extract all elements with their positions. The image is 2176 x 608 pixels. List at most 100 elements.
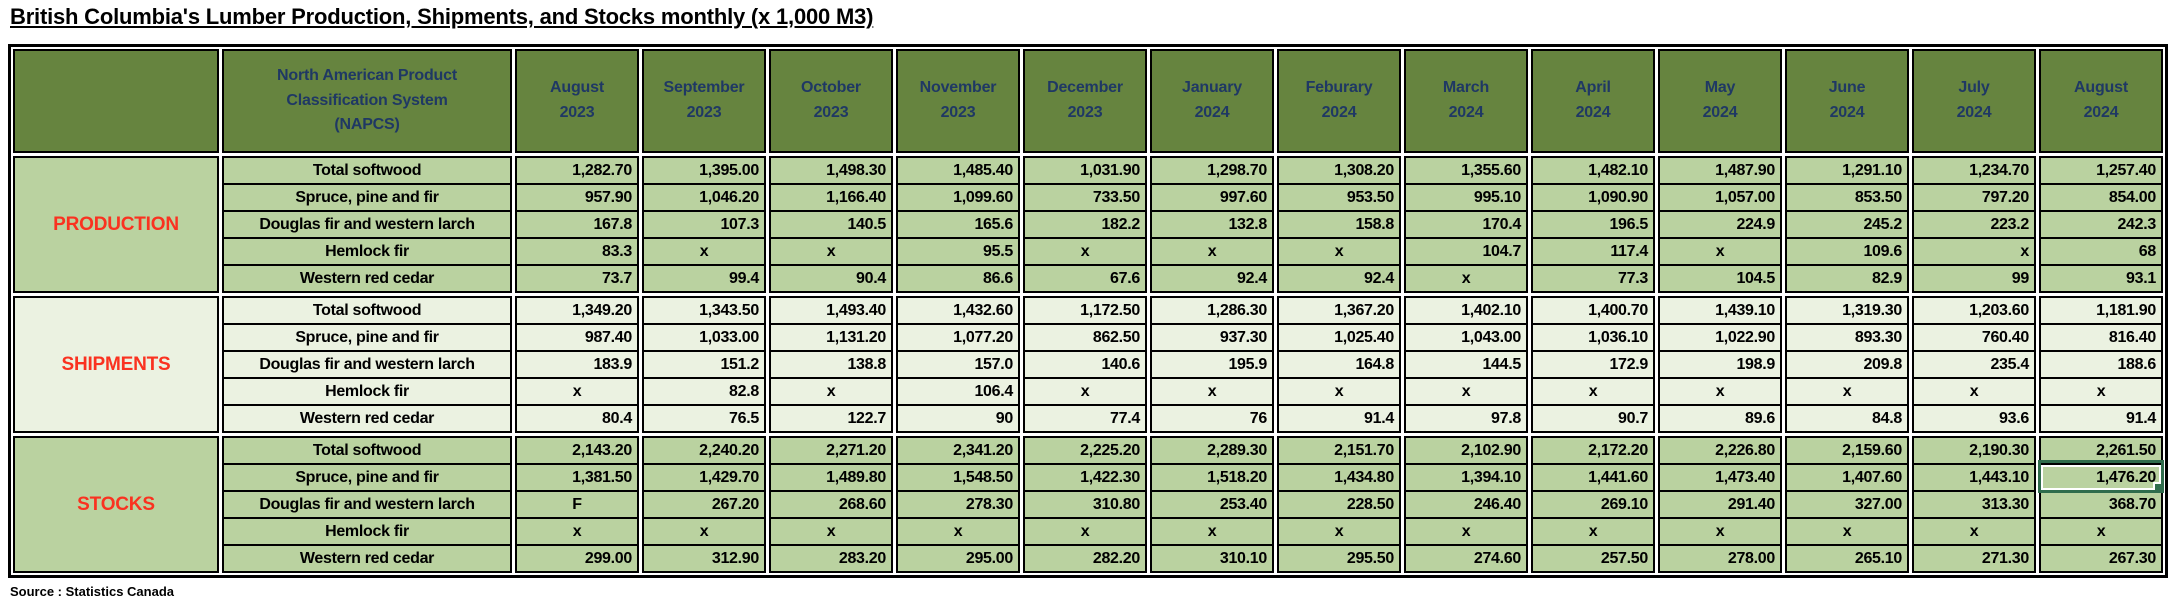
month-header-cell[interactable]: August 2024 xyxy=(2039,49,2163,153)
table-cell[interactable]: 164.8 xyxy=(1279,350,1399,377)
table-cell[interactable]: x xyxy=(1914,517,2034,544)
table-cell[interactable]: x xyxy=(2041,377,2161,404)
table-cell[interactable]: 267.20 xyxy=(644,490,764,517)
table-cell[interactable]: 257.50 xyxy=(1533,544,1653,571)
table-cell[interactable]: 295.50 xyxy=(1279,544,1399,571)
table-cell[interactable]: 1,434.80 xyxy=(1279,463,1399,490)
table-cell[interactable]: 2,225.20 xyxy=(1080,441,1140,459)
month-header-cell[interactable]: March 2024 xyxy=(1404,49,1528,153)
table-cell[interactable]: 1,099.60 xyxy=(898,183,1018,210)
month-header-cell[interactable]: June 2024 xyxy=(1785,49,1909,153)
month-header-cell[interactable]: July 2024 xyxy=(1912,49,2036,153)
table-cell[interactable]: 165.6 xyxy=(898,210,1018,237)
table-cell[interactable]: 957.90 xyxy=(517,183,637,210)
table-cell[interactable]: 77.4 xyxy=(1025,404,1145,431)
section-label-cell[interactable]: STOCKS xyxy=(13,436,219,573)
table-cell[interactable]: 196.5 xyxy=(1533,210,1653,237)
table-cell[interactable]: 797.20 xyxy=(1914,183,2034,210)
table-cell[interactable]: 1,498.30 xyxy=(826,161,886,179)
month-header-cell[interactable]: November 2023 xyxy=(896,49,1020,153)
table-cell[interactable]: 157.0 xyxy=(898,350,1018,377)
table-cell[interactable]: 1,548.50 xyxy=(898,463,1018,490)
row-label-cell[interactable]: Western red cedar xyxy=(224,544,510,571)
table-cell[interactable]: 2,172.20 xyxy=(1588,441,1648,459)
table-cell[interactable]: F xyxy=(517,490,637,517)
table-cell[interactable]: 1,033.00 xyxy=(644,323,764,350)
table-cell[interactable]: 1,429.70 xyxy=(644,463,764,490)
table-cell[interactable]: 117.4 xyxy=(1533,237,1653,264)
table-cell[interactable]: 1,172.50 xyxy=(1080,301,1140,319)
table-cell[interactable]: 106.4 xyxy=(898,377,1018,404)
table-cell[interactable]: 1,257.40 xyxy=(2096,161,2156,179)
table-cell[interactable]: 246.40 xyxy=(1406,490,1526,517)
table-cell[interactable]: 1,473.40 xyxy=(1660,463,1780,490)
table-cell[interactable]: x xyxy=(1533,517,1653,544)
table-cell[interactable]: 760.40 xyxy=(1914,323,2034,350)
table-cell[interactable]: 274.60 xyxy=(1406,544,1526,571)
month-header-cell[interactable]: December 2023 xyxy=(1023,49,1147,153)
table-cell[interactable]: 295.00 xyxy=(898,544,1018,571)
table-cell[interactable]: x xyxy=(1914,237,2034,264)
table-cell[interactable]: 2,151.70 xyxy=(1334,441,1394,459)
table-cell[interactable]: 97.8 xyxy=(1406,404,1526,431)
table-cell[interactable]: 997.60 xyxy=(1152,183,1272,210)
table-cell[interactable]: 151.2 xyxy=(644,350,764,377)
table-cell[interactable]: 228.50 xyxy=(1279,490,1399,517)
table-cell[interactable]: 92.4 xyxy=(1279,264,1399,291)
month-header-cell[interactable]: May 2024 xyxy=(1658,49,1782,153)
table-cell[interactable]: 140.5 xyxy=(771,210,891,237)
table-cell[interactable]: 1,443.10 xyxy=(1914,463,2034,490)
table-cell[interactable]: x xyxy=(644,237,764,264)
corner-header-cell[interactable] xyxy=(13,49,219,153)
table-cell[interactable]: 235.4 xyxy=(1914,350,2034,377)
table-cell[interactable]: 278.00 xyxy=(1660,544,1780,571)
section-label-cell[interactable]: SHIPMENTS xyxy=(13,296,219,433)
table-cell[interactable]: x xyxy=(1025,377,1145,404)
table-cell[interactable]: 104.5 xyxy=(1660,264,1780,291)
table-cell[interactable]: 278.30 xyxy=(898,490,1018,517)
month-header-cell[interactable]: Feburary 2024 xyxy=(1277,49,1401,153)
table-cell[interactable]: x xyxy=(644,517,764,544)
table-cell[interactable]: 1,395.00 xyxy=(699,161,759,179)
table-cell[interactable]: 84.8 xyxy=(1787,404,1907,431)
row-label-cell[interactable]: Hemlock fir xyxy=(224,377,510,404)
table-cell[interactable]: x xyxy=(1406,377,1526,404)
table-cell[interactable]: 268.60 xyxy=(771,490,891,517)
fill-handle[interactable] xyxy=(2153,482,2161,490)
row-label-cell[interactable]: Douglas fir and western larch xyxy=(224,210,510,237)
table-cell[interactable]: 1,077.20 xyxy=(898,323,1018,350)
table-cell[interactable]: 313.30 xyxy=(1914,490,2034,517)
table-cell[interactable]: 299.00 xyxy=(517,544,637,571)
month-header-cell[interactable]: August 2023 xyxy=(515,49,639,153)
table-cell[interactable]: 953.50 xyxy=(1279,183,1399,210)
row-label-cell[interactable]: Spruce, pine and fir xyxy=(224,183,510,210)
table-cell[interactable]: 269.10 xyxy=(1533,490,1653,517)
row-label-cell[interactable]: Hemlock fir xyxy=(224,237,510,264)
table-cell[interactable]: 893.30 xyxy=(1787,323,1907,350)
table-cell[interactable]: 1,489.80 xyxy=(771,463,891,490)
table-cell[interactable]: 172.9 xyxy=(1533,350,1653,377)
row-label-cell[interactable]: Douglas fir and western larch xyxy=(224,490,510,517)
table-cell[interactable]: 183.9 xyxy=(517,350,637,377)
month-header-cell[interactable]: April 2024 xyxy=(1531,49,1655,153)
table-cell[interactable]: 312.90 xyxy=(644,544,764,571)
section-label-cell[interactable]: PRODUCTION xyxy=(13,156,219,293)
table-cell[interactable]: 198.9 xyxy=(1660,350,1780,377)
selected-cell[interactable]: 1,476.20 xyxy=(2041,463,2161,490)
table-cell[interactable]: 271.30 xyxy=(1914,544,2034,571)
table-cell[interactable]: 99 xyxy=(1914,264,2034,291)
table-cell[interactable]: 2,159.60 xyxy=(1842,441,1902,459)
table-cell[interactable]: x xyxy=(1406,517,1526,544)
row-label-cell[interactable]: Spruce, pine and fir xyxy=(224,323,510,350)
table-cell[interactable]: x xyxy=(771,377,891,404)
table-cell[interactable]: 2,102.90 xyxy=(1461,441,1521,459)
table-cell[interactable]: 122.7 xyxy=(771,404,891,431)
table-cell[interactable]: 2,341.20 xyxy=(953,441,1013,459)
table-cell[interactable]: x xyxy=(898,517,1018,544)
table-cell[interactable]: 2,289.30 xyxy=(1207,441,1267,459)
table-cell[interactable]: 158.8 xyxy=(1279,210,1399,237)
table-cell[interactable]: 1,282.70 xyxy=(572,161,632,179)
table-cell[interactable]: 86.6 xyxy=(898,264,1018,291)
table-cell[interactable]: 2,240.20 xyxy=(699,441,759,459)
table-cell[interactable]: 109.6 xyxy=(1787,237,1907,264)
